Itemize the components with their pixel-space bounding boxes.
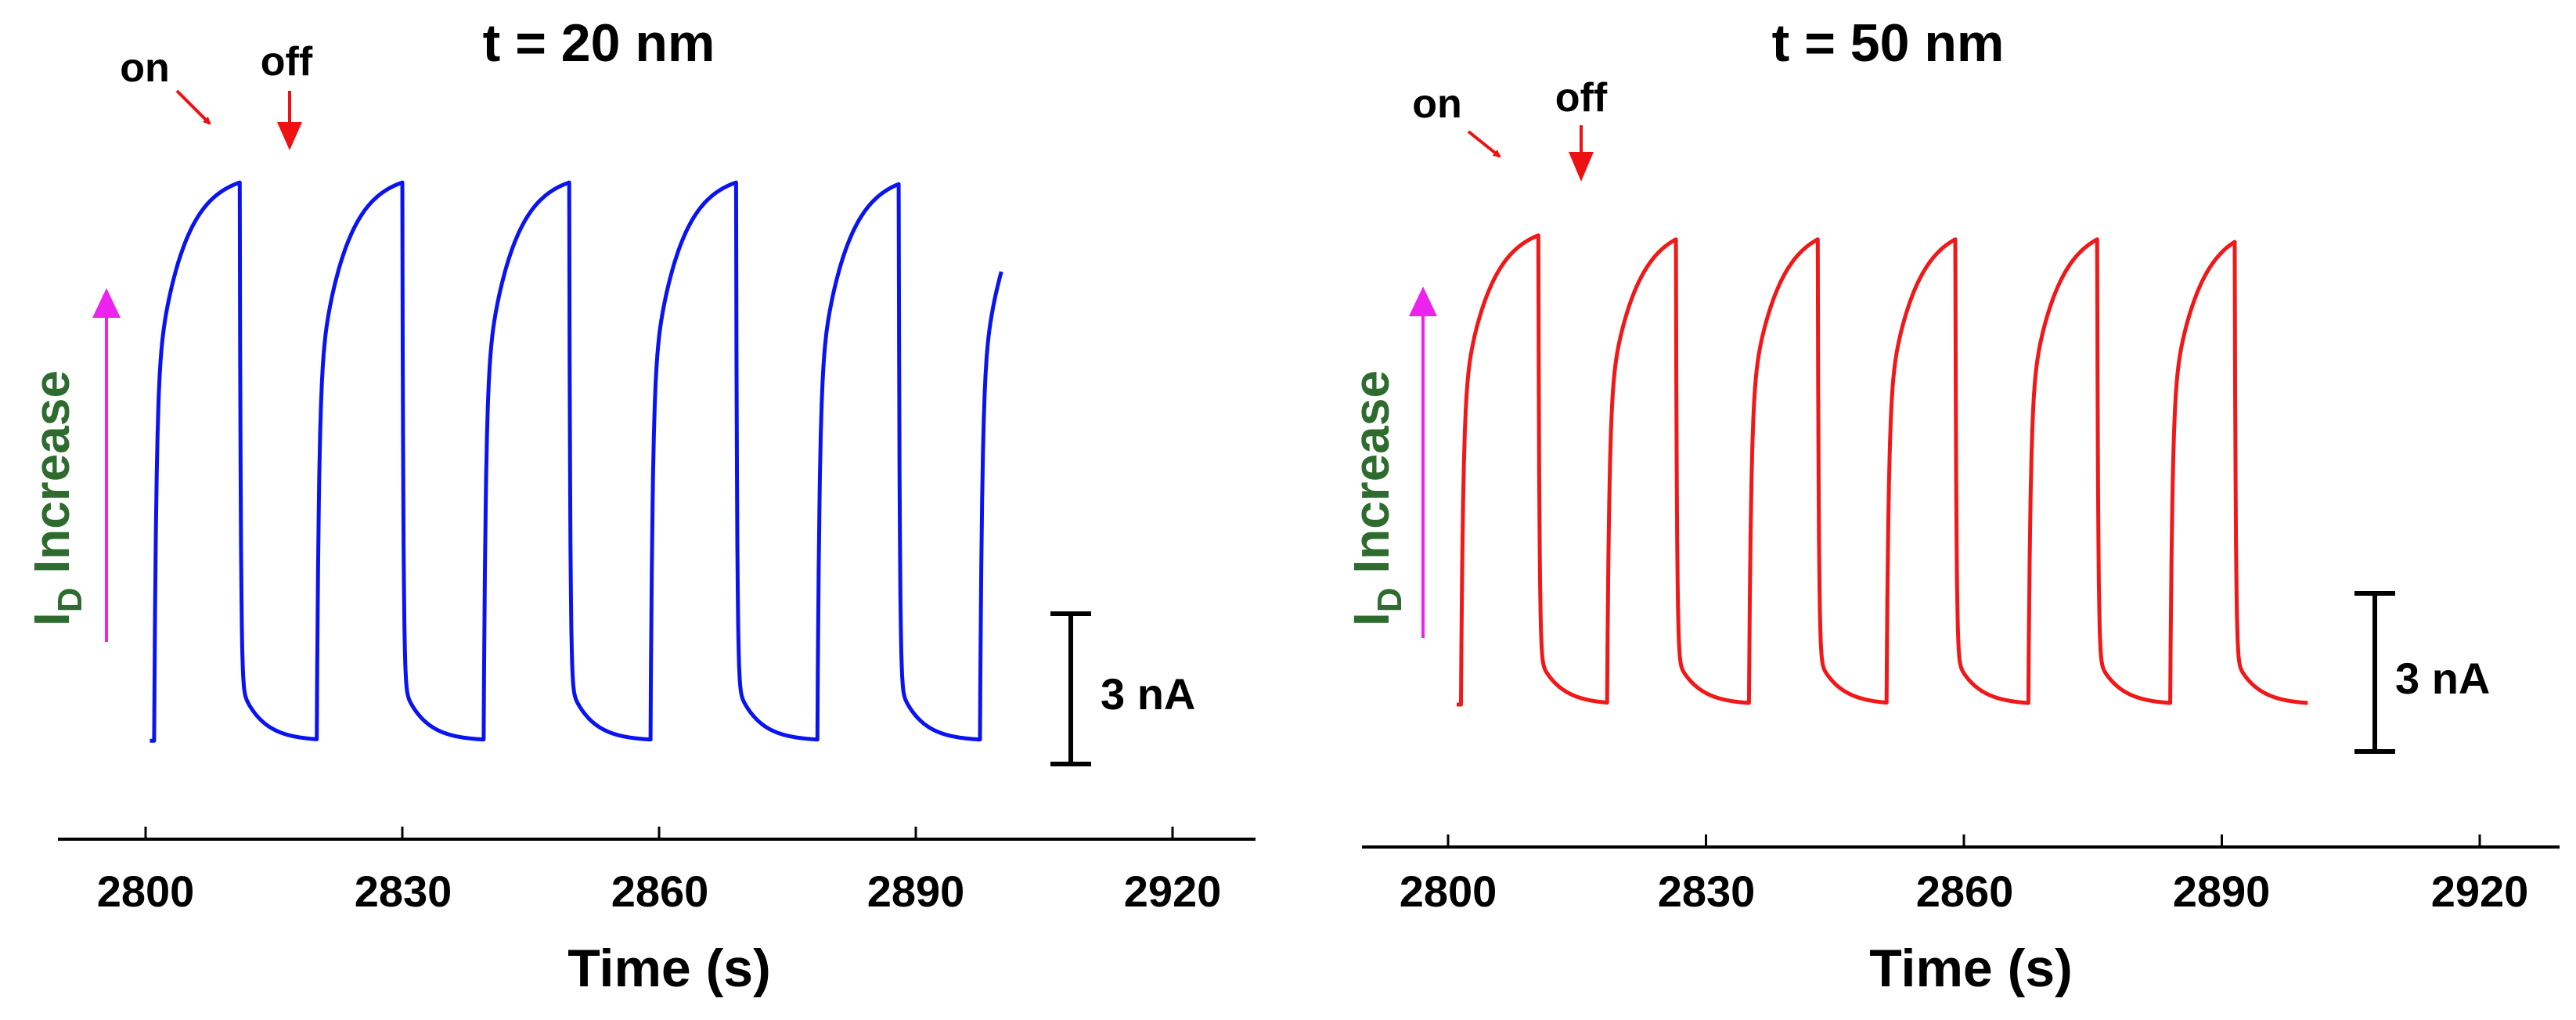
tick-label: 2860 (611, 867, 709, 916)
id-increase-text: Increase (1343, 370, 1400, 588)
on-arrow (175, 89, 211, 125)
id-subscript: D (51, 587, 89, 612)
x-axis-tick-labels: 2800 2830 2860 2890 2920 (97, 867, 1222, 916)
on-label: on (1412, 81, 1462, 127)
id-increase-label: ID Increase (1343, 370, 1409, 626)
chart-panel-50nm: t = 50 nm 2800 2830 2860 2890 2920 Time … (1343, 13, 2560, 998)
tick-label: 2830 (355, 867, 452, 916)
x-axis-ticks (144, 827, 1174, 839)
tick-label: 2800 (1400, 867, 1497, 916)
id-symbol: I (1343, 612, 1400, 626)
scale-bar (2354, 591, 2395, 754)
x-axis-label: Time (s) (1869, 939, 2072, 998)
scale-bar-label: 3 nA (1101, 669, 1195, 719)
id-increase-arrowhead (1409, 287, 1437, 316)
off-label: off (261, 39, 313, 85)
chart-panel-20nm: t = 20 nm 2800 2830 2860 2890 2920 Time … (23, 13, 1256, 998)
off-arrowhead (1569, 152, 1594, 182)
on-arrow (1467, 130, 1501, 158)
tick-label: 2860 (1916, 867, 2014, 916)
on-label: on (120, 45, 170, 91)
id-increase-arrowhead (92, 288, 121, 318)
tick-label: 2920 (2431, 867, 2529, 916)
id-subscript: D (1371, 587, 1409, 612)
off-arrowhead (277, 122, 302, 150)
id-increase-text: Increase (23, 370, 80, 588)
series-line-id-50nm (1457, 233, 2310, 707)
chart-title: t = 20 nm (483, 13, 715, 73)
x-axis-tick-labels: 2800 2830 2860 2890 2920 (1400, 867, 2529, 916)
tick-label: 2830 (1658, 867, 1756, 916)
tick-label: 2890 (867, 867, 965, 916)
scale-bar (1050, 611, 1091, 766)
chart-title: t = 50 nm (1772, 13, 2005, 73)
tick-label: 2890 (2173, 867, 2271, 916)
tick-label: 2800 (97, 867, 195, 916)
series-line-id-20nm (150, 180, 1003, 743)
scale-bar-label: 3 nA (2395, 654, 2490, 703)
tick-label: 2920 (1124, 867, 1222, 916)
x-axis-label: Time (s) (567, 939, 770, 998)
x-axis-ticks (1447, 834, 2481, 847)
off-label: off (1555, 75, 1608, 121)
id-symbol: I (23, 612, 80, 626)
id-increase-label: ID Increase (23, 370, 89, 626)
